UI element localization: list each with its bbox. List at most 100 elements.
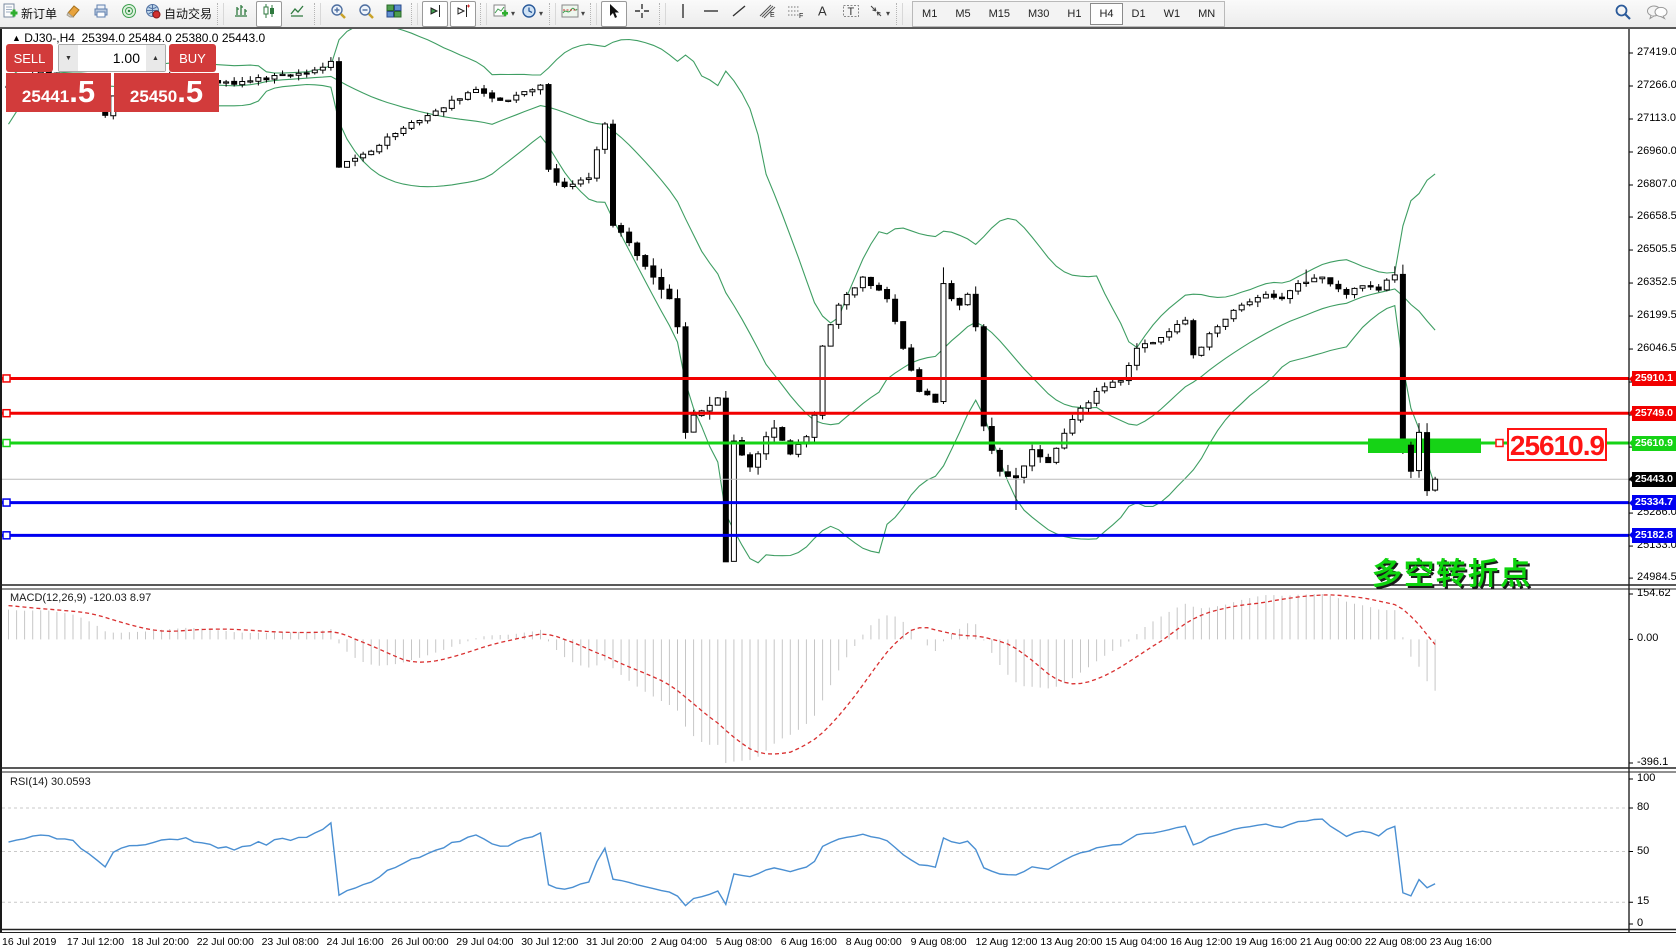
bull-candle [1150,342,1157,345]
zoom-out-button[interactable] [353,1,379,27]
line-handle[interactable] [2,408,11,418]
timeframe-button-m15[interactable]: M15 [988,7,1011,20]
horizontal-line-button[interactable] [698,1,724,27]
autoscroll-icon [427,3,443,24]
indicators-button[interactable]: ▾ [491,1,517,27]
cursor-button[interactable] [601,0,628,27]
lower-band [8,83,1436,564]
chart-annotation-text[interactable]: 多空转折点 [1372,558,1532,591]
price-callout-label[interactable]: 25610.9 [1507,428,1607,461]
buy-button[interactable]: BUY [169,44,216,72]
text-button[interactable]: A [810,1,836,27]
time-axis-label: 26 Jul 00:00 [391,936,449,948]
bull-candle [601,123,608,150]
bull-candle [1214,326,1221,334]
bull-candle [344,160,351,168]
bull-candle [456,98,463,101]
sell-price[interactable]: 25441 .5 [6,73,111,112]
timeframe-button-mn[interactable]: MN [1198,7,1216,20]
timeframe-button-w1[interactable]: W1 [1163,7,1181,20]
bull-candle [690,414,697,433]
time-axis-label: 22 Aug 08:00 [1364,936,1427,948]
bear-candle [553,168,560,183]
bull-candle [392,133,399,138]
timeframe-button-m30[interactable]: M30 [1028,7,1050,20]
horizontal-line-icon [703,4,719,23]
price-tag: 25610.9 [1629,435,1676,451]
chart-shift-button[interactable] [450,0,477,27]
timeframe-button-m1[interactable]: M1 [922,7,938,20]
bull-candle [835,304,842,325]
crosshair-button[interactable] [629,1,655,27]
sell-price-frac: .5 [69,74,96,109]
line-handle[interactable] [2,498,11,507]
toolbar-separator [549,2,557,25]
fibo-grid-button[interactable]: F [782,1,808,27]
candlestick-chart-button[interactable] [256,0,283,27]
vertical-line-button[interactable] [670,1,696,27]
bull-candle [1246,301,1253,306]
ohlc-close: 25443.0 [221,31,266,45]
macd-signal-value: 8.97 [129,592,152,604]
trendline-button[interactable] [726,1,752,27]
bear-candle [1407,444,1414,472]
bar-chart-icon [233,3,249,24]
macd-indicator-label: MACD(12,26,9) -120.03 8.97 [10,592,152,604]
eraser-button[interactable] [60,1,86,27]
vertical-line-icon [676,3,690,24]
search-icon[interactable] [1614,3,1632,26]
svg-text:F: F [799,13,803,19]
template-button[interactable]: ▾ [560,1,586,27]
tile-windows-button[interactable] [381,1,407,27]
periods-button[interactable]: ▾ [519,1,545,27]
buy-price[interactable]: 25450 .5 [114,73,219,112]
line-handle[interactable] [2,374,11,383]
fibonacci-button[interactable]: E [754,1,780,27]
bull-candle [585,177,592,180]
volume-increase-button[interactable]: ▲ [146,45,165,71]
autotrade-button[interactable]: 自动交易 [144,1,213,27]
eraser-icon [65,3,81,24]
arrow-tools-button[interactable]: ▾ [866,1,892,27]
rsi-axis-label: 100 [1637,772,1656,784]
toolbar-separator [217,2,225,25]
collapse-panel-arrow[interactable]: ▲ [12,33,21,43]
bull-candle [811,414,818,438]
print-preview-button[interactable] [88,1,114,27]
bull-candle [569,183,576,188]
autotrade-label: 自动交易 [164,7,213,21]
autoscroll-button[interactable] [422,0,449,27]
new-order-button[interactable]: 新订单 [1,1,58,27]
timeframe-button-d1[interactable]: D1 [1131,7,1146,20]
signal-button[interactable] [116,1,142,27]
text-label-button[interactable]: T [838,1,864,27]
line-chart-button[interactable] [284,1,310,27]
volume-input[interactable] [78,45,146,71]
line-handle[interactable] [2,531,11,540]
zoom-in-button[interactable] [325,1,351,27]
price-axis-label: 26199.5 [1637,309,1676,321]
main-chart-area[interactable] [2,24,1629,564]
line-handle[interactable] [1495,438,1504,448]
bar-chart-button[interactable] [228,1,254,27]
volume-decrease-button[interactable]: ▼ [59,45,78,71]
bull-candle [1311,277,1318,283]
bull-candle [513,94,520,101]
zoom-out-icon [358,3,374,24]
timeframe-button-h4[interactable]: H4 [1090,2,1123,25]
rsi-axis-label: 80 [1637,801,1650,813]
bear-candle [650,265,657,278]
sell-button[interactable]: SELL [6,44,53,72]
price-tag-arrow [1625,531,1633,540]
bear-candle [1399,273,1406,446]
timeframe-button-h1[interactable]: H1 [1067,7,1082,20]
time-axis-label: 13 Aug 20:00 [1040,936,1103,948]
line-handle[interactable] [2,438,11,448]
chat-icon[interactable] [1646,3,1668,26]
timeframe-button-m5[interactable]: M5 [955,7,971,20]
bull-candle [1125,365,1132,382]
chart-title: ▲ DJ30-,H4 25394.0 25484.0 25380.0 25443… [12,31,265,45]
chart-left-border [0,28,2,933]
time-axis-label: 22 Jul 00:00 [196,936,254,948]
